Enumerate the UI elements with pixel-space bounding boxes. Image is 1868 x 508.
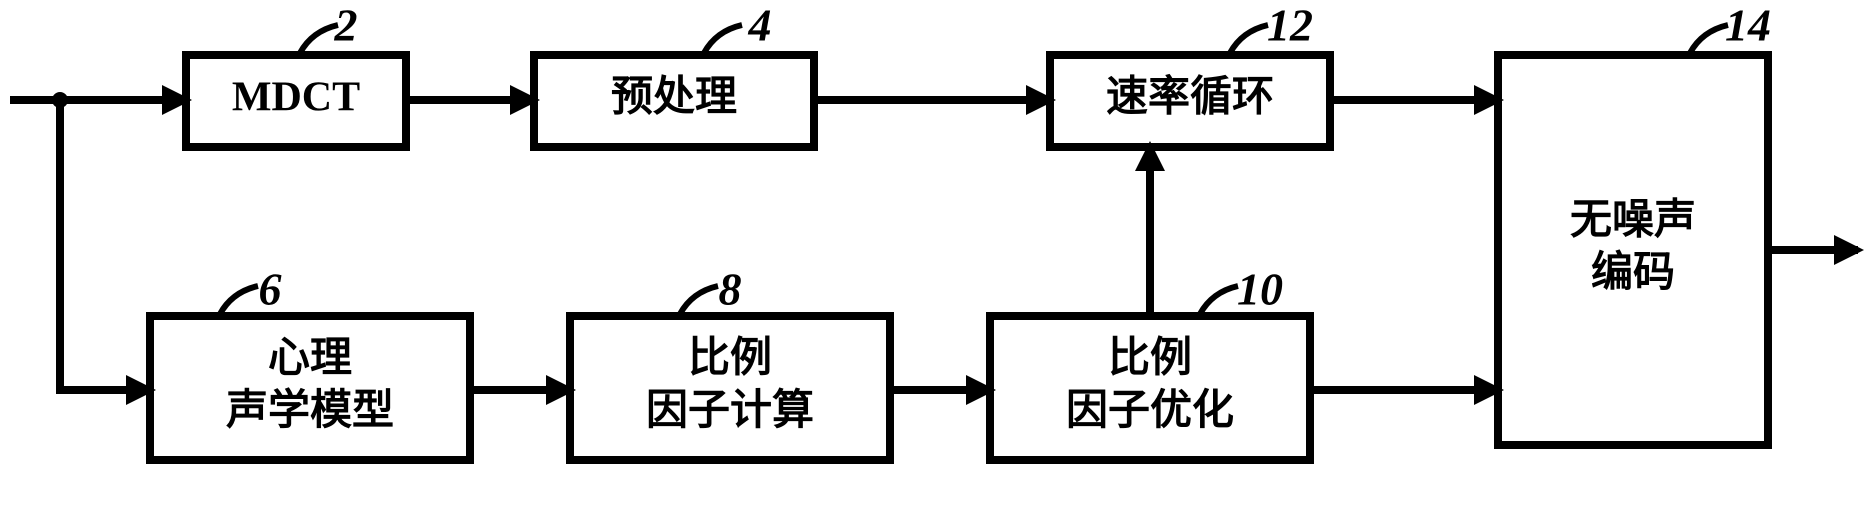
node-label: 心理 xyxy=(268,335,352,381)
node-id: 10 xyxy=(1237,264,1283,315)
node-label: 比例 xyxy=(688,334,772,381)
edge xyxy=(60,100,150,390)
node-rateloop: 速率循环 12 xyxy=(1050,0,1330,147)
node-label: 无噪声 xyxy=(1570,196,1696,243)
node-label: 声学模型 xyxy=(226,387,394,434)
node-label: MDCT xyxy=(232,75,360,121)
node-id: 14 xyxy=(1725,0,1771,51)
callout-tick xyxy=(1230,25,1268,53)
node-sfcalc: 比例因子计算 8 xyxy=(570,264,890,460)
node-id: 2 xyxy=(334,0,358,51)
node-label: 比例 xyxy=(1108,334,1192,381)
split-dot xyxy=(52,92,68,108)
node-preproc: 预处理4 xyxy=(534,0,814,147)
node-id: 8 xyxy=(719,264,742,315)
callout-tick xyxy=(1200,286,1238,314)
callout-tick xyxy=(220,286,258,314)
node-id: 4 xyxy=(748,0,772,51)
node-id: 6 xyxy=(259,264,282,315)
node-mdct: MDCT 2 xyxy=(186,0,406,147)
node-label: 编码 xyxy=(1591,249,1675,296)
node-label: 因子计算 xyxy=(646,387,814,434)
node-label: 速率循环 xyxy=(1106,74,1274,121)
callout-tick xyxy=(300,25,338,53)
callout-tick xyxy=(680,286,718,314)
callout-tick xyxy=(1690,25,1728,53)
node-label: 因子优化 xyxy=(1066,387,1234,434)
callout-tick xyxy=(704,25,742,53)
node-label: 预处理 xyxy=(611,74,737,121)
node-noiseless: 无噪声编码 14 xyxy=(1498,0,1771,445)
node-psycho: 心理声学模型 6 xyxy=(150,264,470,460)
node-id: 12 xyxy=(1267,0,1313,51)
